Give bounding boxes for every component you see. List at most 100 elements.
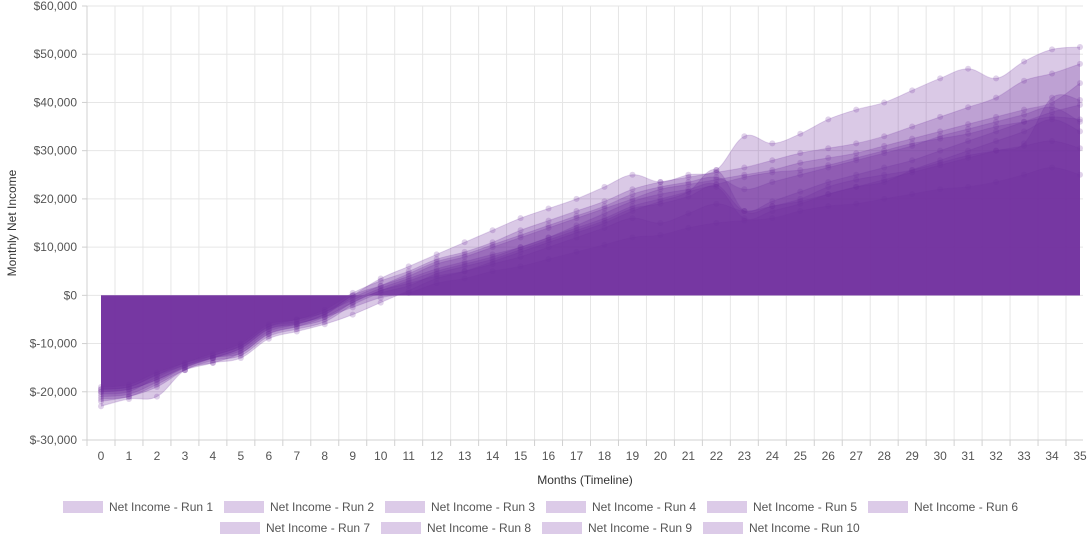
data-point[interactable] — [853, 200, 860, 207]
data-point[interactable] — [573, 222, 580, 229]
data-point[interactable] — [433, 260, 440, 267]
data-point[interactable] — [517, 244, 524, 251]
data-point[interactable] — [1077, 118, 1083, 125]
data-point[interactable] — [181, 364, 188, 371]
data-point[interactable] — [433, 268, 440, 275]
data-point[interactable] — [237, 350, 244, 357]
data-point[interactable] — [1077, 145, 1083, 152]
data-point[interactable] — [769, 207, 776, 214]
data-point[interactable] — [265, 323, 272, 330]
data-point[interactable] — [965, 121, 972, 128]
data-point[interactable] — [209, 359, 216, 366]
data-point[interactable] — [657, 191, 664, 198]
data-point[interactable] — [125, 393, 132, 400]
data-point[interactable] — [881, 171, 888, 178]
data-point[interactable] — [769, 166, 776, 173]
data-point[interactable] — [909, 123, 916, 130]
data-point[interactable] — [797, 159, 804, 166]
data-point[interactable] — [909, 140, 916, 147]
data-point[interactable] — [209, 355, 216, 362]
data-point[interactable] — [377, 277, 384, 284]
data-point[interactable] — [797, 166, 804, 173]
data-point[interactable] — [461, 253, 468, 260]
data-point[interactable] — [825, 116, 832, 123]
data-point[interactable] — [293, 320, 300, 327]
data-point[interactable] — [937, 128, 944, 135]
data-point[interactable] — [657, 183, 664, 190]
data-point[interactable] — [741, 133, 748, 140]
data-point[interactable] — [1021, 140, 1028, 147]
data-point[interactable] — [1049, 70, 1056, 77]
data-point[interactable] — [181, 367, 188, 374]
data-point[interactable] — [1077, 43, 1083, 50]
legend-item-run-1[interactable]: Net Income - Run 1 — [63, 500, 213, 514]
data-point[interactable] — [1021, 77, 1028, 84]
data-point[interactable] — [853, 140, 860, 147]
data-point[interactable] — [853, 154, 860, 161]
data-point[interactable] — [993, 147, 1000, 154]
data-point[interactable] — [769, 203, 776, 210]
data-point[interactable] — [993, 113, 1000, 120]
data-point[interactable] — [1077, 101, 1083, 108]
data-point[interactable] — [461, 268, 468, 275]
data-point[interactable] — [265, 326, 272, 333]
data-point[interactable] — [909, 166, 916, 173]
data-point[interactable] — [237, 345, 244, 352]
data-point[interactable] — [573, 195, 580, 202]
data-point[interactable] — [489, 241, 496, 248]
data-point[interactable] — [713, 174, 720, 181]
data-point[interactable] — [797, 195, 804, 202]
legend-item-run-10[interactable]: Net Income - Run 10 — [703, 521, 860, 535]
data-point[interactable] — [713, 181, 720, 188]
data-point[interactable] — [181, 359, 188, 366]
data-point[interactable] — [909, 191, 916, 198]
data-point[interactable] — [825, 145, 832, 152]
data-point[interactable] — [1049, 99, 1056, 106]
data-point[interactable] — [405, 268, 412, 275]
data-point[interactable] — [489, 251, 496, 258]
data-point[interactable] — [713, 220, 720, 226]
data-point[interactable] — [1021, 58, 1028, 65]
data-point[interactable] — [629, 234, 636, 241]
data-point[interactable] — [1077, 97, 1083, 104]
data-point[interactable] — [265, 321, 272, 328]
data-point[interactable] — [489, 244, 496, 251]
data-point[interactable] — [965, 65, 972, 72]
data-point[interactable] — [293, 316, 300, 323]
data-point[interactable] — [517, 215, 524, 222]
data-point[interactable] — [601, 205, 608, 212]
data-point[interactable] — [321, 316, 328, 323]
data-point[interactable] — [293, 316, 300, 323]
data-point[interactable] — [573, 207, 580, 214]
data-point[interactable] — [629, 171, 636, 178]
data-point[interactable] — [993, 123, 1000, 130]
data-point[interactable] — [797, 207, 804, 214]
data-point[interactable] — [321, 309, 328, 316]
data-point[interactable] — [293, 323, 300, 330]
data-point[interactable] — [657, 195, 664, 202]
data-point[interactable] — [125, 383, 132, 390]
data-point[interactable] — [1021, 111, 1028, 118]
data-point[interactable] — [489, 258, 496, 265]
data-point[interactable] — [517, 246, 524, 253]
data-point[interactable] — [713, 181, 720, 188]
data-point[interactable] — [489, 260, 496, 267]
data-point[interactable] — [377, 299, 384, 306]
data-point[interactable] — [517, 232, 524, 239]
data-point[interactable] — [545, 239, 552, 246]
data-point[interactable] — [685, 188, 692, 195]
data-point[interactable] — [741, 207, 748, 214]
data-point[interactable] — [937, 159, 944, 166]
data-point[interactable] — [125, 391, 132, 398]
data-point[interactable] — [797, 200, 804, 207]
data-point[interactable] — [881, 99, 888, 106]
data-point[interactable] — [685, 174, 692, 181]
data-point[interactable] — [853, 157, 860, 164]
data-point[interactable] — [98, 386, 104, 393]
data-point[interactable] — [1049, 138, 1056, 145]
data-point[interactable] — [825, 191, 832, 198]
data-point[interactable] — [517, 227, 524, 234]
data-point[interactable] — [601, 241, 608, 248]
data-point[interactable] — [125, 383, 132, 390]
data-point[interactable] — [321, 311, 328, 318]
